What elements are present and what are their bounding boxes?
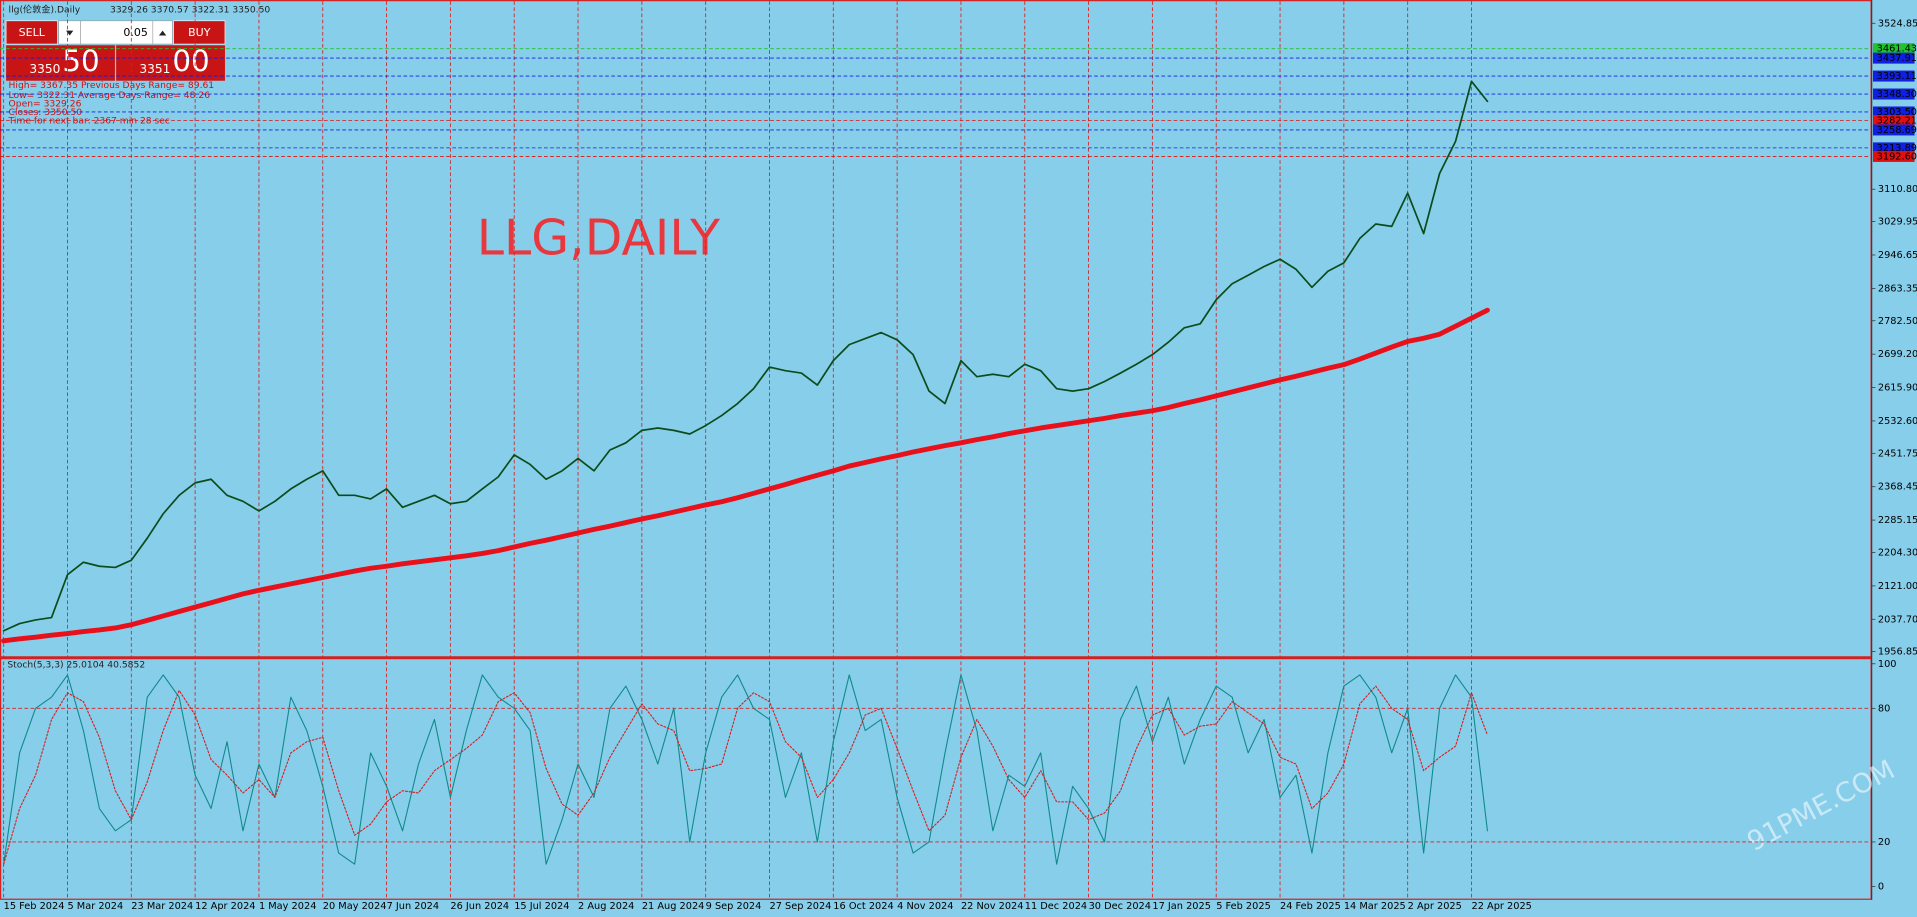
ohlc: 3329.26 3370.57 3322.31 3350.50 [110, 4, 270, 15]
y-tick-label: 2451.75 [1878, 448, 1917, 459]
frame [0, 0, 1872, 900]
y-tick-label: 2615.90 [1878, 383, 1917, 394]
x-tick-label: 22 Apr 2025 [1471, 901, 1531, 912]
info-line: Low= 3322.31 Average Days Range= 48.26 [9, 90, 211, 101]
level-box [1872, 142, 1915, 154]
y-tick-label: 2121.00 [1878, 581, 1917, 592]
level-label: 3437.91 [1877, 53, 1917, 64]
level-box [1872, 43, 1915, 55]
level-box [1872, 88, 1915, 100]
y-tick-label: 2037.70 [1878, 614, 1917, 625]
ask-prefix: 3351 [139, 62, 170, 76]
x-tick-label: 9 Sep 2024 [706, 901, 762, 912]
y-tick-label: 100 [1878, 659, 1897, 670]
sell-button[interactable] [5, 20, 58, 45]
ask-box[interactable] [116, 45, 225, 81]
y-tick-label: 80 [1878, 703, 1890, 714]
level-box [1872, 70, 1915, 82]
level-box [1872, 106, 1915, 118]
bid-prefix: 3350 [29, 62, 60, 76]
x-tick-label: 2 Aug 2024 [578, 901, 634, 912]
x-tick-label: 2 Apr 2025 [1408, 901, 1462, 912]
level-box [1872, 150, 1915, 162]
x-tick-label: 20 May 2024 [323, 901, 387, 912]
x-tick-label: 27 Sep 2024 [769, 901, 831, 912]
x-tick-label: 7 Jun 2024 [387, 901, 440, 912]
y-tick-label: 3524.85 [1878, 18, 1917, 29]
series-line [3, 685, 1488, 865]
x-tick-label: 30 Dec 2024 [1089, 901, 1151, 912]
level-box [1872, 124, 1915, 136]
symbol: llg(伦敦金).Daily [9, 3, 81, 15]
info-block: High= 3367.35 Previous Days Range= 89.61… [8, 80, 215, 126]
info-line: High= 3367.35 Previous Days Range= 89.61 [9, 80, 215, 91]
level-box [1872, 52, 1915, 64]
y-tick-label: 2782.50 [1878, 316, 1917, 327]
level-label: 3348.30 [1877, 89, 1917, 100]
info-line: Closes: 3350.50 [9, 107, 83, 118]
y-tick-label: 2946.65 [1878, 250, 1917, 261]
y-tick-label: 3029.95 [1878, 217, 1917, 228]
y-tick-label: 2204.30 [1878, 547, 1917, 558]
y-tick-label: 0 [1878, 881, 1884, 892]
x-tick-label: 15 Jul 2024 [514, 901, 569, 912]
level-label: 3303.50 [1877, 107, 1917, 118]
x-tick-label: 22 Nov 2024 [961, 901, 1024, 912]
y-tick-label: 3110.80 [1878, 184, 1917, 195]
buy-label: BUY [188, 26, 211, 39]
x-tick-label: 4 Nov 2024 [897, 901, 953, 912]
indicator-title: Stoch(5,3,3) 25.0104 40.5852 [7, 660, 145, 671]
y-tick-label: 2285.15 [1878, 515, 1917, 526]
series-line [3, 674, 1488, 865]
x-tick-label: 15 Feb 2024 [4, 901, 65, 912]
info-line: Time for next bar: 2367 min 28 sec [8, 116, 170, 127]
level-label: 3393.11 [1877, 71, 1917, 82]
bid-pips: 50 [62, 44, 99, 78]
y-tick-label: 2699.20 [1878, 349, 1917, 360]
y-tick-label: 20 [1878, 837, 1890, 848]
x-tick-label: 12 Apr 2024 [195, 901, 255, 912]
level-label: 3282.21 [1877, 116, 1917, 127]
y-tick-label: 2368.45 [1878, 482, 1917, 493]
x-tick-label: 24 Feb 2025 [1280, 901, 1341, 912]
ask-pips: 00 [172, 44, 209, 78]
level-label: 3461.43 [1877, 44, 1917, 55]
x-tick-label: 21 Aug 2024 [642, 901, 705, 912]
level-label: 3192.60 [1877, 151, 1917, 162]
y-tick-label: 2863.35 [1878, 283, 1917, 294]
trade-panel: SELL 0.05 BUY 3350 50 3351 00 [5, 20, 226, 81]
info-line: Open= 3329.26 [9, 98, 82, 109]
y-tick-label: 1956.85 [1878, 647, 1917, 658]
x-tick-label: 5 Mar 2024 [67, 901, 123, 912]
buy-button[interactable] [173, 20, 226, 45]
level-box [1872, 115, 1915, 127]
bid-box[interactable] [6, 45, 115, 81]
annotation: LLG,DAILY [477, 209, 720, 266]
level-label: 3258.69 [1877, 125, 1917, 136]
x-tick-label: 5 Feb 2025 [1216, 901, 1271, 912]
x-tick-label: 26 Jun 2024 [450, 901, 509, 912]
series-line [1, 307, 1490, 644]
x-tick-label: 16 Oct 2024 [833, 901, 893, 912]
arrow-icon [158, 30, 167, 36]
level-label: 3213.89 [1877, 143, 1917, 154]
x-tick-label: 14 Mar 2025 [1344, 901, 1406, 912]
x-tick-label: 1 May 2024 [259, 901, 316, 912]
y-tick-label: 2532.60 [1878, 416, 1917, 427]
x-tick-label: 17 Jan 2025 [1152, 901, 1211, 912]
sell-label: SELL [19, 26, 46, 39]
x-tick-label: 11 Dec 2024 [1025, 901, 1087, 912]
x-tick-label: 23 Mar 2024 [131, 901, 193, 912]
lot-value: 0.05 [123, 26, 148, 39]
series-line [2, 80, 1489, 632]
